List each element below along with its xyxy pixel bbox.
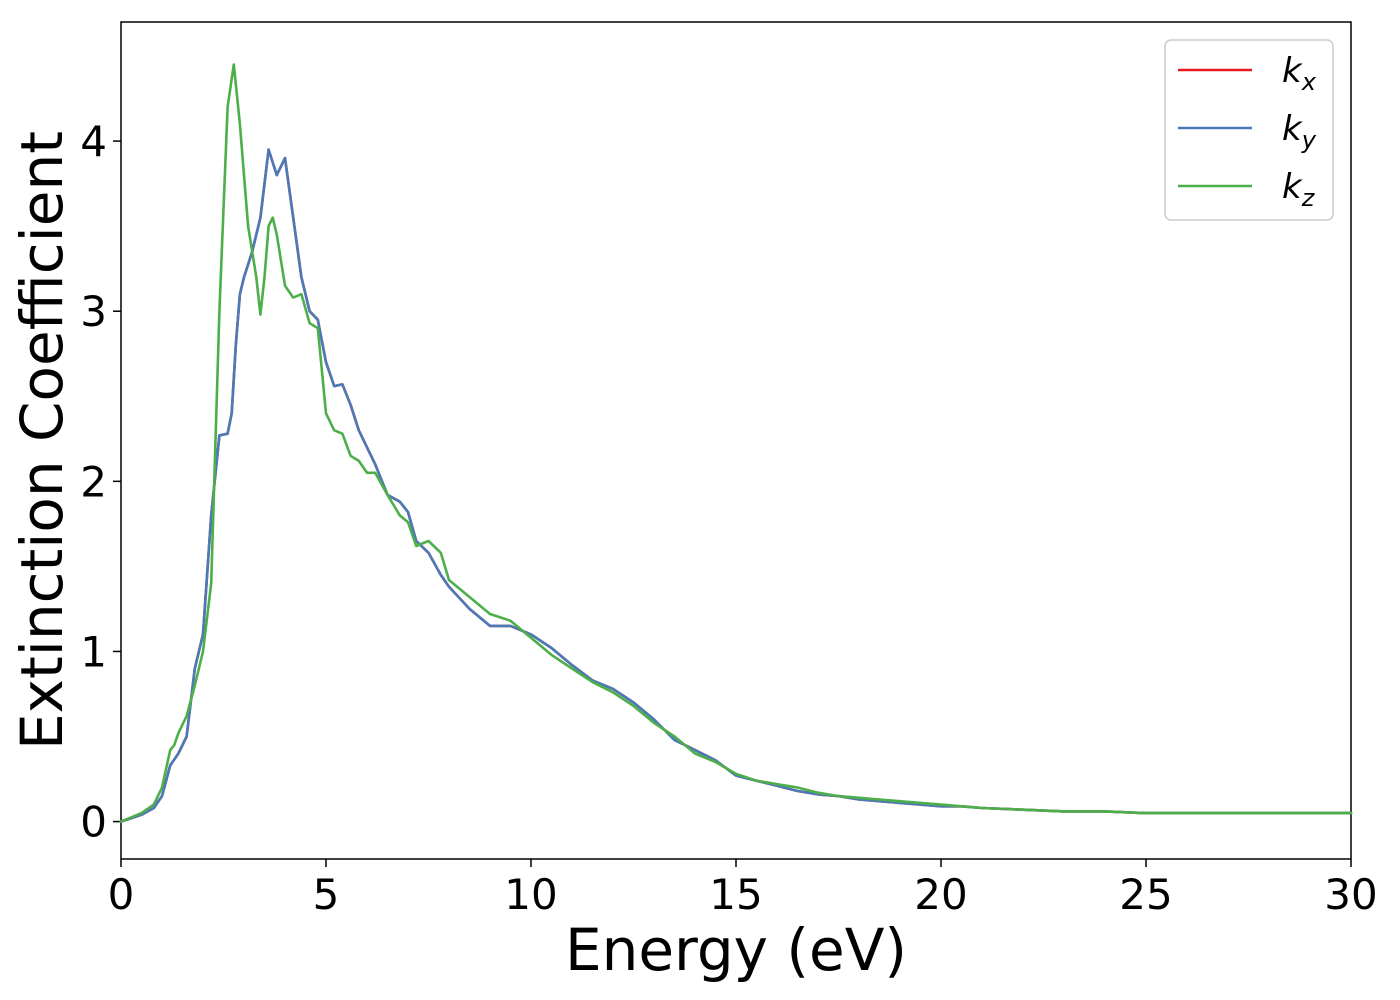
series-line-ky — [119, 148, 1353, 823]
y-tick-label: 3 — [80, 287, 107, 336]
x-axis-label: Energy (eV) — [565, 916, 907, 984]
x-tick-label: 15 — [709, 870, 762, 919]
x-tick-label: 0 — [108, 870, 135, 919]
x-axis-ticks: 0 5 10 15 20 25 30 — [108, 859, 1378, 919]
series-line-kz — [119, 63, 1353, 823]
legend-frame — [1164, 39, 1334, 221]
y-tick-label: 4 — [80, 117, 107, 166]
legend: kx ky kz — [1164, 39, 1334, 221]
x-tick-label: 25 — [1119, 870, 1172, 919]
y-axis-ticks: 0 1 2 3 4 — [80, 117, 121, 847]
y-tick-label: 2 — [80, 457, 107, 506]
legend-label-ky: ky — [1282, 109, 1317, 154]
x-tick-label: 30 — [1324, 870, 1377, 919]
y-tick-label: 0 — [80, 798, 107, 847]
x-tick-label: 10 — [504, 870, 557, 919]
y-axis-label: Extinction Coefficient — [8, 131, 76, 750]
x-tick-label: 5 — [313, 870, 340, 919]
y-tick-label: 1 — [80, 627, 107, 676]
x-tick-label: 20 — [914, 870, 967, 919]
legend-label-kx: kx — [1282, 51, 1317, 96]
series-line-kx — [119, 148, 1353, 823]
legend-label-kz: kz — [1282, 167, 1316, 212]
series-lines — [119, 63, 1353, 823]
